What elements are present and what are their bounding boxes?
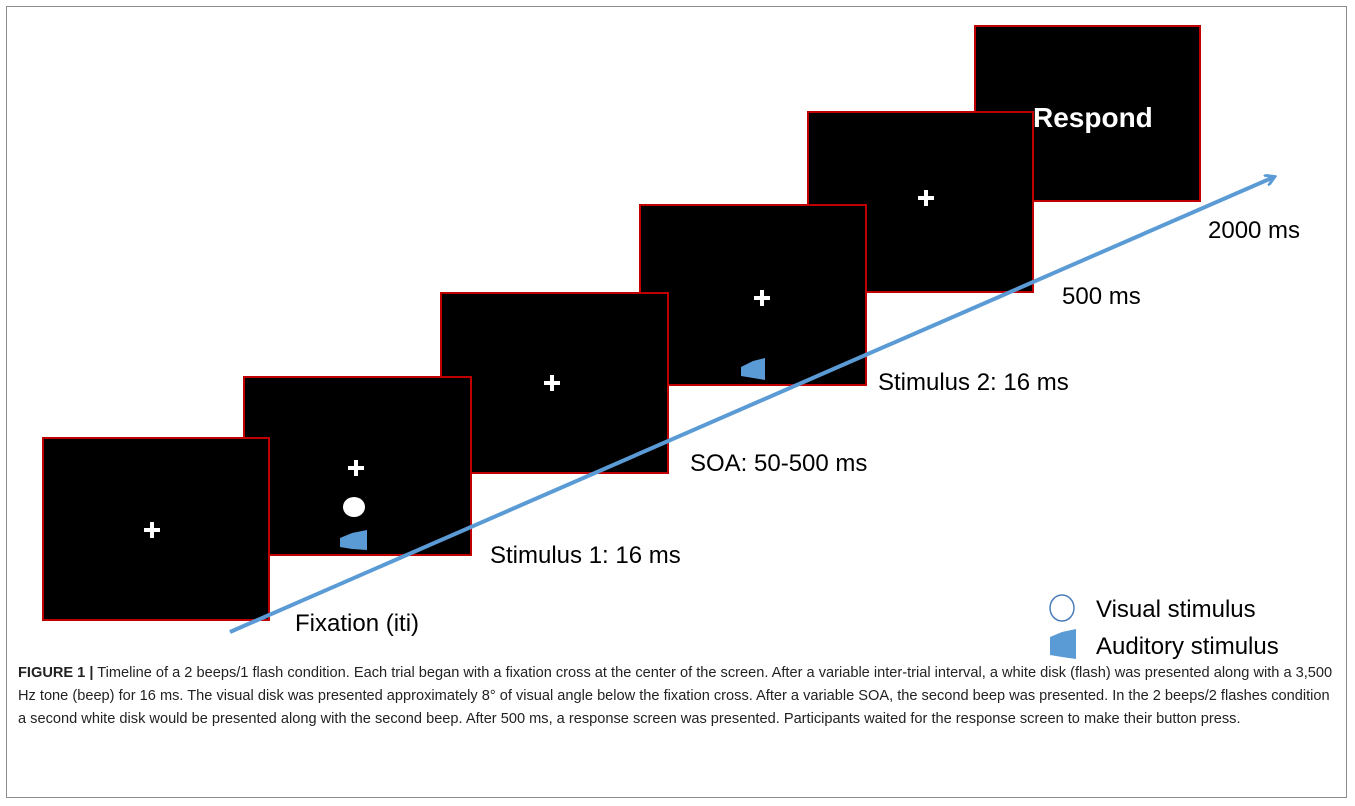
legend: Visual stimulus Auditory stimulus xyxy=(1049,594,1279,660)
fixation-cross-icon xyxy=(348,460,364,476)
timeline-arrow xyxy=(229,177,1274,634)
stimulus2-screen xyxy=(639,204,867,386)
fixation-label: Fixation (iti) xyxy=(295,610,419,637)
stimulus1-label: Stimulus 1: 16 ms xyxy=(490,542,681,569)
figure-label: FIGURE 1 | xyxy=(18,665,94,681)
stimulus2-label: Stimulus 2: 16 ms xyxy=(878,369,1069,396)
beep-icon xyxy=(340,530,367,550)
fixation-cross-icon xyxy=(144,522,160,538)
soa-label: SOA: 50-500 ms xyxy=(690,450,867,477)
fixation-cross-icon xyxy=(754,290,770,306)
fixation-screen xyxy=(42,437,270,621)
caption-text: Timeline of a 2 beeps/1 flash condition.… xyxy=(18,665,1333,727)
auditory-stimulus-legend-icon xyxy=(1050,629,1076,659)
stimulus2-screen-rect xyxy=(639,204,867,386)
response-duration-label: 2000 ms xyxy=(1208,217,1300,244)
visual-disk-icon xyxy=(343,497,365,517)
legend-auditory-label: Auditory stimulus xyxy=(1096,633,1279,660)
beep-icon xyxy=(741,358,765,380)
legend-visual-label: Visual stimulus xyxy=(1096,596,1256,623)
trial-timeline-diagram: Respond Fixation (iti) Stimulus 1: 16 ms… xyxy=(42,25,1300,660)
soa-screen xyxy=(440,292,669,474)
fixation-cross-icon xyxy=(918,190,934,206)
figure-caption: FIGURE 1 | Timeline of a 2 beeps/1 flash… xyxy=(18,662,1336,731)
response-screen-text: Respond xyxy=(1033,102,1153,133)
stimulus1-screen xyxy=(243,376,472,556)
fixation-cross-icon xyxy=(544,375,560,391)
visual-stimulus-legend-icon xyxy=(1049,594,1075,622)
post-stimulus-label: 500 ms xyxy=(1062,283,1141,310)
